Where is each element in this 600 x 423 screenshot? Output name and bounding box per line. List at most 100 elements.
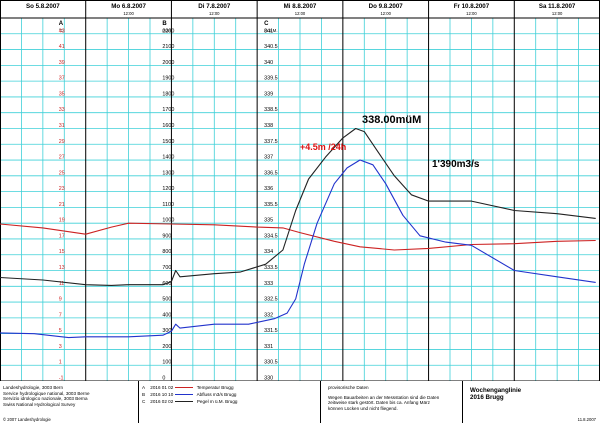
series-line-pegel-m-m-brugg <box>0 127 596 286</box>
axis-tick-label: 37 <box>59 76 65 82</box>
legend-letter: A <box>142 385 146 390</box>
legend-letter: C <box>142 399 146 404</box>
axis-tick-label: 0 <box>162 376 165 382</box>
day-label: Di 7.8.2007 <box>198 3 231 10</box>
data-note: provisorische Daten Wegen Bauarbeiten an… <box>328 385 439 411</box>
axis-tick-label: 339 <box>264 91 273 97</box>
axis-tick-label: 334.5 <box>264 233 278 239</box>
day-label: Mo 6.8.2007 <box>111 3 146 10</box>
axis-tick-label: 2200 <box>162 28 174 34</box>
axis-letter: A <box>59 21 64 27</box>
axis-tick-label: 900 <box>162 233 171 239</box>
legend-label: Pegel m ü.M. Brugg <box>196 399 238 404</box>
legend-swatch <box>174 394 193 396</box>
axis-tick-label: 1900 <box>162 76 174 82</box>
axis-tick-label: 23 <box>59 186 65 192</box>
copyright: © 2007 Landeshydrologie <box>3 417 51 422</box>
org-line-4: Swiss National Hydrological Survey <box>3 401 76 407</box>
org-line-3: Servizio idrologico nazionale, 3003 Bern… <box>3 396 88 402</box>
axis-tick-label: 35 <box>59 91 65 97</box>
axis-tick-label: 9 <box>59 297 62 303</box>
axis-tick-label: 39 <box>59 60 65 66</box>
axis-unit: °C <box>59 28 64 33</box>
axis-tick-label: 15 <box>59 249 65 255</box>
day-time-label: 12:00 <box>466 11 477 16</box>
day-time-label: 12:00 <box>295 11 306 16</box>
day-time-label: 12:00 <box>380 11 391 16</box>
day-label: Do 9.8.2007 <box>369 3 404 10</box>
axis-tick-label: 330.5 <box>264 360 278 366</box>
day-time-label: 12:00 <box>209 11 220 16</box>
axis-tick-label: 333 <box>264 281 273 287</box>
axis-tick-label: 43 <box>59 28 65 34</box>
axis-tick-label: 341 <box>264 28 273 34</box>
axis-tick-label: 500 <box>162 297 171 303</box>
peak-level-annotation: 338.00müM <box>362 114 421 126</box>
axis-tick-label: 332.5 <box>264 297 278 303</box>
axis-tick-label: 1100 <box>162 202 174 208</box>
axis-tick-label: 340 <box>264 60 273 66</box>
day-label: Mi 8.8.2007 <box>284 3 317 10</box>
axis-tick-label: 13 <box>59 265 65 271</box>
organisation-block: Landeshydrologie, 3003 Bern Service hydr… <box>3 385 90 407</box>
axis-tick-label: 7 <box>59 312 62 318</box>
axis-tick-label: 1300 <box>162 170 174 176</box>
footer-separator <box>320 381 321 423</box>
axis-tick-label: 330 <box>264 376 273 382</box>
axis-tick-label: 337 <box>264 155 273 161</box>
axis-tick-label: 335.5 <box>264 202 278 208</box>
footer-separator <box>462 381 463 423</box>
series-line-abfluss-m3-s-brugg <box>0 159 596 339</box>
day-label: So 5.8.2007 <box>26 3 60 10</box>
axis-letter: C <box>264 21 269 27</box>
axis-tick-label: 27 <box>59 155 65 161</box>
axis-tick-label: 25 <box>59 170 65 176</box>
series-line-temperatur-brugg <box>0 222 596 251</box>
axis-tick-label: 19 <box>59 218 65 224</box>
day-label: Sa 11.8.2007 <box>539 3 576 10</box>
footer-separator <box>138 381 139 423</box>
axis-tick-label: 338 <box>264 123 273 129</box>
axis-tick-label: 335 <box>264 218 273 224</box>
axis-letter: B <box>162 21 167 27</box>
day-time-label: 12:00 <box>552 11 563 16</box>
axis-tick-label: 400 <box>162 312 171 318</box>
axis-unit: m3/s <box>162 28 172 33</box>
axis-tick-label: 339.5 <box>264 76 278 82</box>
axis-tick-label: 1400 <box>162 155 174 161</box>
axis-tick-label: 337.5 <box>264 139 278 145</box>
legend-label: Abfluss m3/s Brugg <box>196 392 237 397</box>
legend-row-b: B 2016 10 10 Abfluss m3/s Brugg <box>142 392 237 399</box>
axis-unit: m ü.M. <box>264 28 277 33</box>
note-title: provisorische Daten <box>328 385 369 390</box>
axis-tick-label: 1700 <box>162 107 174 113</box>
axis-tick-label: 33 <box>59 107 65 113</box>
axis-tick-label: 5 <box>59 328 62 334</box>
axis-tick-label: 1 <box>59 360 62 366</box>
axis-tick-label: 2000 <box>162 60 174 66</box>
axis-tick-label: 17 <box>59 233 65 239</box>
org-line-2: Service hydrologique national, 3003 Bern… <box>3 390 90 396</box>
org-line-1: Landeshydrologie, 3003 Bern <box>3 385 64 390</box>
axis-tick-label: 300 <box>162 328 171 334</box>
chart-title: Wochenganglinie 2016 Brugg <box>470 387 521 401</box>
axis-tick-label: 336 <box>264 186 273 192</box>
legend-letter: B <box>142 392 146 397</box>
axis-tick-label: 29 <box>59 139 65 145</box>
axis-tick-label: 333.5 <box>264 265 278 271</box>
legend-row-c: C 2016 02 02 Pegel m ü.M. Brugg <box>142 399 237 406</box>
axis-tick-label: 1000 <box>162 218 174 224</box>
footer-legend: A 2016 01 02 Temperatur Brugg B 2016 10 … <box>142 385 237 406</box>
axis-tick-label: 334 <box>264 249 273 255</box>
title-line-2: 2016 Brugg <box>470 394 504 401</box>
axis-tick-label: 100 <box>162 360 171 366</box>
print-date: 11.8.2007 <box>577 417 596 422</box>
axis-tick-label: 331 <box>264 344 273 350</box>
axis-tick-label: 800 <box>162 249 171 255</box>
axis-tick-label: 11 <box>59 281 65 287</box>
axis-tick-label: 1800 <box>162 91 174 97</box>
legend-code: 2016 01 02 <box>150 385 174 390</box>
legend-swatch <box>174 401 193 403</box>
note-line-3: können Lücken und nicht fliegend. <box>328 405 398 411</box>
